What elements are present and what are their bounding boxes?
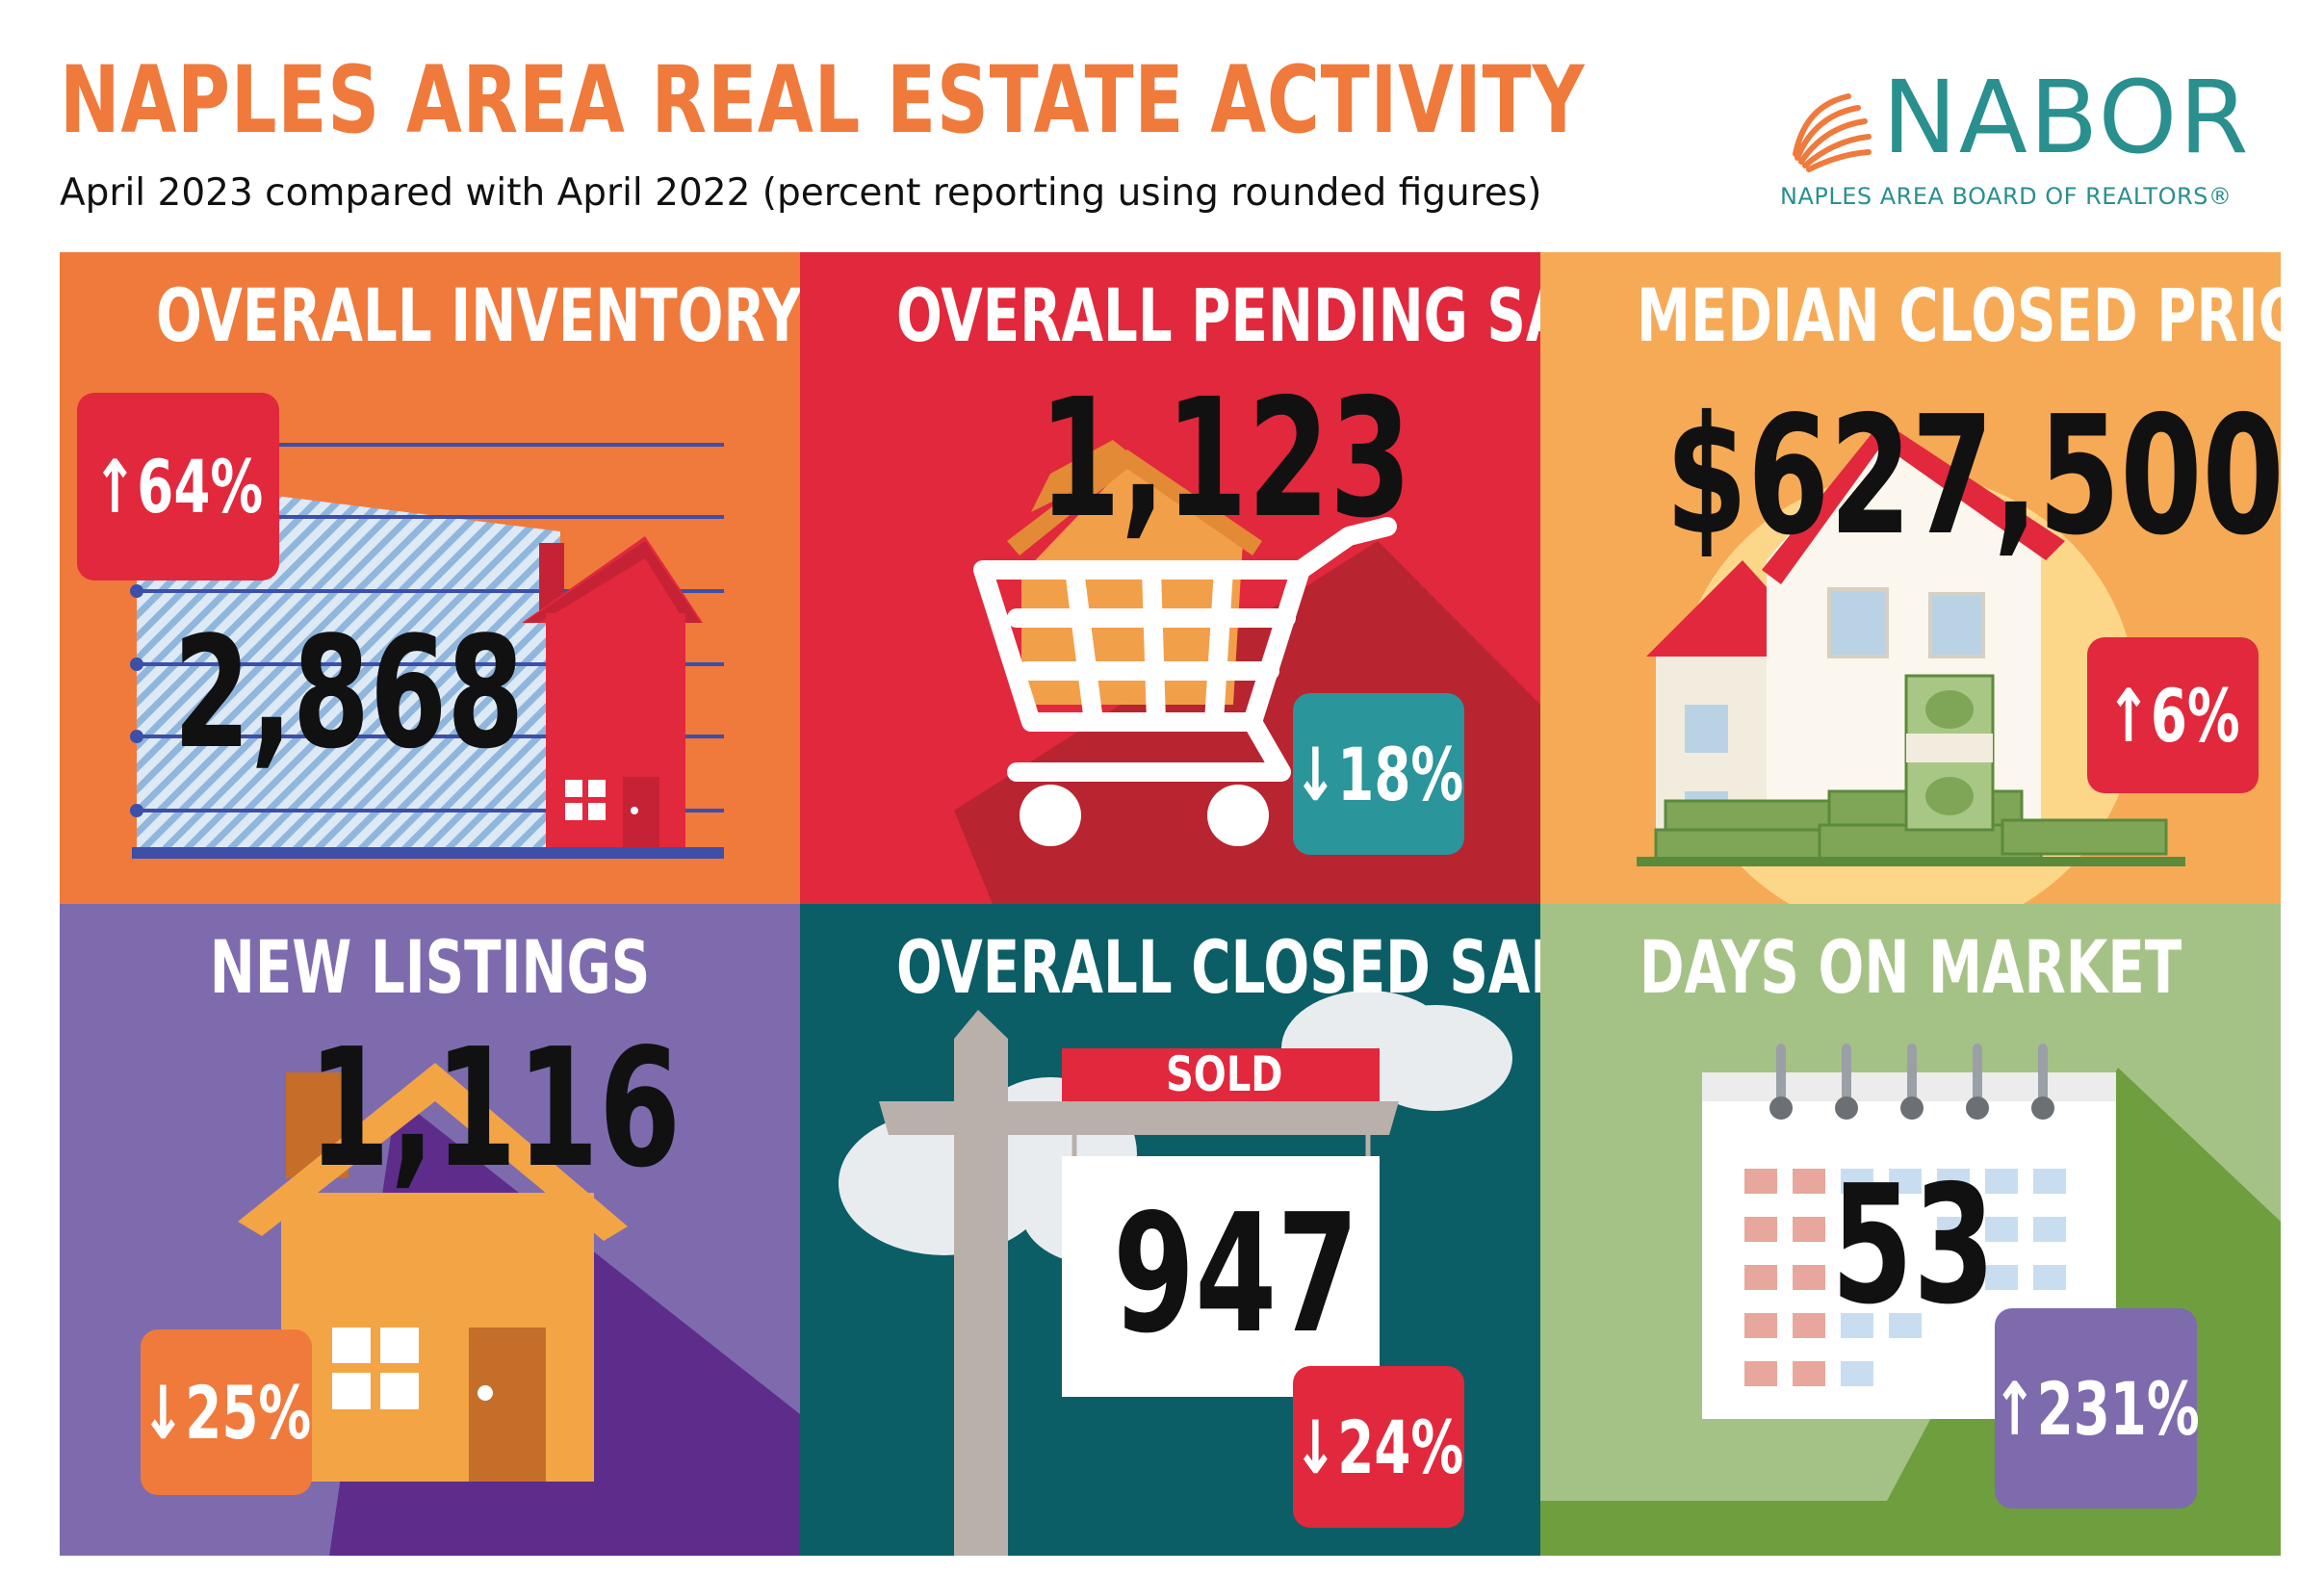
page-title: NAPLES AREA REAL ESTATE ACTIVITY: [60, 46, 1586, 154]
logo-wordmark: NABOR: [1882, 59, 2251, 176]
change-value: 18%: [1294, 732, 1463, 817]
logo-tagline: NAPLES AREA BOARD OF REALTORS®: [1780, 183, 2233, 210]
tile-days-on-market: DAYS ON MARKET 53 231%: [1540, 904, 2281, 1556]
page-subtitle: April 2023 compared with April 2022 (per…: [60, 171, 1542, 215]
stat-value: 1,116: [308, 1014, 682, 1204]
house-money-icon: [1637, 421, 2185, 904]
sign-label: SOLD: [1166, 1046, 1283, 1102]
nabor-logo: NABOR NAPLES AREA BOARD OF REALTORS®: [1776, 67, 2258, 221]
change-badge: 231%: [1993, 1308, 2199, 1509]
tile-title: OVERALL CLOSED SALES: [895, 924, 1540, 1010]
tile-overall-closed-sales: OVERALL CLOSED SALES SOLD 947 24%: [800, 904, 1540, 1556]
tile-title: MEDIAN CLOSED PRICE: [1636, 272, 2281, 358]
tile-new-listings: NEW LISTINGS 1,116 25%: [60, 904, 800, 1556]
change-badge: 18%: [1293, 693, 1464, 855]
house-icon: [238, 1063, 800, 1556]
tile-median-closed-price: MEDIAN CLOSED PRICE $627,500 6%: [1540, 252, 2281, 904]
change-badge: 24%: [1293, 1366, 1464, 1528]
change-value: 6%: [2106, 673, 2239, 759]
change-value: 231%: [1993, 1366, 2199, 1452]
tile-overall-inventory: OVERALL INVENTORY 2,868 64%: [60, 252, 800, 904]
stat-value: 53: [1831, 1150, 1996, 1341]
change-badge: 64%: [77, 393, 279, 580]
change-badge: 6%: [2087, 637, 2259, 793]
shell-icon: [1793, 93, 1872, 172]
tile-title: OVERALL PENDING SALES: [895, 272, 1540, 358]
stat-value: 947: [1113, 1179, 1359, 1370]
sold-sign-icon: [839, 991, 1512, 1556]
tile-overall-pending-sales: OVERALL PENDING SALES 1,123 18%: [800, 252, 1540, 904]
change-value: 24%: [1294, 1405, 1463, 1490]
change-value: 25%: [142, 1370, 311, 1456]
stat-value: $627,500: [1666, 381, 2281, 572]
stat-value: 1,123: [1039, 364, 1412, 554]
stat-value: 2,868: [173, 603, 525, 783]
change-value: 64%: [93, 444, 263, 529]
change-badge: 25%: [141, 1329, 312, 1495]
tile-title: NEW LISTINGS: [209, 924, 651, 1010]
tile-title: DAYS ON MARKET: [1639, 924, 2182, 1010]
tile-title: OVERALL INVENTORY: [155, 272, 800, 358]
